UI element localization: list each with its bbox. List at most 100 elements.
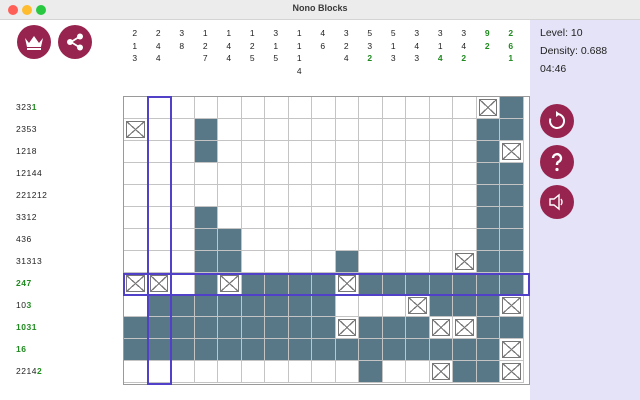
empty-cell[interactable] <box>241 97 265 119</box>
empty-cell[interactable] <box>312 185 336 207</box>
filled-cell[interactable] <box>476 339 500 361</box>
filled-cell[interactable] <box>476 163 500 185</box>
filled-cell[interactable] <box>124 317 148 339</box>
empty-cell[interactable] <box>124 361 148 383</box>
filled-cell[interactable] <box>453 339 477 361</box>
filled-cell[interactable] <box>476 317 500 339</box>
empty-cell[interactable] <box>312 207 336 229</box>
sound-button[interactable] <box>540 185 574 219</box>
empty-cell[interactable] <box>429 163 453 185</box>
filled-cell[interactable] <box>500 317 524 339</box>
filled-cell[interactable] <box>476 185 500 207</box>
filled-cell[interactable] <box>312 273 336 295</box>
empty-cell[interactable] <box>335 207 359 229</box>
empty-cell[interactable] <box>382 97 406 119</box>
empty-cell[interactable] <box>429 251 453 273</box>
filled-cell[interactable] <box>194 317 218 339</box>
filled-cell[interactable] <box>406 317 430 339</box>
crossed-cell[interactable] <box>406 295 430 317</box>
empty-cell[interactable] <box>406 97 430 119</box>
filled-cell[interactable] <box>265 317 289 339</box>
filled-cell[interactable] <box>476 207 500 229</box>
empty-cell[interactable] <box>288 163 312 185</box>
empty-cell[interactable] <box>359 163 383 185</box>
empty-cell[interactable] <box>265 185 289 207</box>
filled-cell[interactable] <box>476 251 500 273</box>
empty-cell[interactable] <box>335 141 359 163</box>
empty-cell[interactable] <box>406 185 430 207</box>
empty-cell[interactable] <box>359 295 383 317</box>
filled-cell[interactable] <box>241 295 265 317</box>
empty-cell[interactable] <box>147 251 171 273</box>
empty-cell[interactable] <box>147 97 171 119</box>
filled-cell[interactable] <box>359 317 383 339</box>
empty-cell[interactable] <box>241 141 265 163</box>
filled-cell[interactable] <box>453 273 477 295</box>
filled-cell[interactable] <box>194 251 218 273</box>
filled-cell[interactable] <box>194 229 218 251</box>
empty-cell[interactable] <box>124 163 148 185</box>
filled-cell[interactable] <box>476 141 500 163</box>
filled-cell[interactable] <box>359 361 383 383</box>
filled-cell[interactable] <box>218 295 242 317</box>
filled-cell[interactable] <box>147 295 171 317</box>
filled-cell[interactable] <box>288 273 312 295</box>
empty-cell[interactable] <box>288 141 312 163</box>
empty-cell[interactable] <box>312 97 336 119</box>
filled-cell[interactable] <box>359 273 383 295</box>
filled-cell[interactable] <box>476 273 500 295</box>
empty-cell[interactable] <box>265 163 289 185</box>
crossed-cell[interactable] <box>429 361 453 383</box>
maximize-window-button[interactable] <box>36 5 46 15</box>
empty-cell[interactable] <box>147 361 171 383</box>
empty-cell[interactable] <box>265 97 289 119</box>
empty-cell[interactable] <box>124 207 148 229</box>
empty-cell[interactable] <box>453 141 477 163</box>
filled-cell[interactable] <box>500 207 524 229</box>
filled-cell[interactable] <box>476 229 500 251</box>
empty-cell[interactable] <box>171 141 195 163</box>
filled-cell[interactable] <box>241 273 265 295</box>
filled-cell[interactable] <box>312 295 336 317</box>
empty-cell[interactable] <box>312 229 336 251</box>
empty-cell[interactable] <box>288 251 312 273</box>
empty-cell[interactable] <box>171 229 195 251</box>
empty-cell[interactable] <box>288 97 312 119</box>
filled-cell[interactable] <box>194 339 218 361</box>
filled-cell[interactable] <box>500 97 524 119</box>
filled-cell[interactable] <box>500 273 524 295</box>
filled-cell[interactable] <box>265 273 289 295</box>
empty-cell[interactable] <box>171 185 195 207</box>
filled-cell[interactable] <box>288 339 312 361</box>
empty-cell[interactable] <box>382 141 406 163</box>
empty-cell[interactable] <box>288 185 312 207</box>
filled-cell[interactable] <box>500 119 524 141</box>
empty-cell[interactable] <box>382 251 406 273</box>
filled-cell[interactable] <box>406 339 430 361</box>
empty-cell[interactable] <box>288 229 312 251</box>
crossed-cell[interactable] <box>218 273 242 295</box>
filled-cell[interactable] <box>194 295 218 317</box>
crossed-cell[interactable] <box>124 273 148 295</box>
empty-cell[interactable] <box>265 229 289 251</box>
empty-cell[interactable] <box>171 361 195 383</box>
empty-cell[interactable] <box>288 119 312 141</box>
filled-cell[interactable] <box>476 119 500 141</box>
empty-cell[interactable] <box>312 251 336 273</box>
filled-cell[interactable] <box>429 339 453 361</box>
empty-cell[interactable] <box>406 141 430 163</box>
empty-cell[interactable] <box>171 251 195 273</box>
filled-cell[interactable] <box>500 185 524 207</box>
crossed-cell[interactable] <box>453 251 477 273</box>
empty-cell[interactable] <box>265 119 289 141</box>
empty-cell[interactable] <box>147 119 171 141</box>
empty-cell[interactable] <box>241 185 265 207</box>
filled-cell[interactable] <box>476 361 500 383</box>
empty-cell[interactable] <box>171 207 195 229</box>
empty-cell[interactable] <box>265 251 289 273</box>
crossed-cell[interactable] <box>147 273 171 295</box>
crossed-cell[interactable] <box>124 119 148 141</box>
filled-cell[interactable] <box>171 295 195 317</box>
filled-cell[interactable] <box>406 273 430 295</box>
empty-cell[interactable] <box>312 163 336 185</box>
